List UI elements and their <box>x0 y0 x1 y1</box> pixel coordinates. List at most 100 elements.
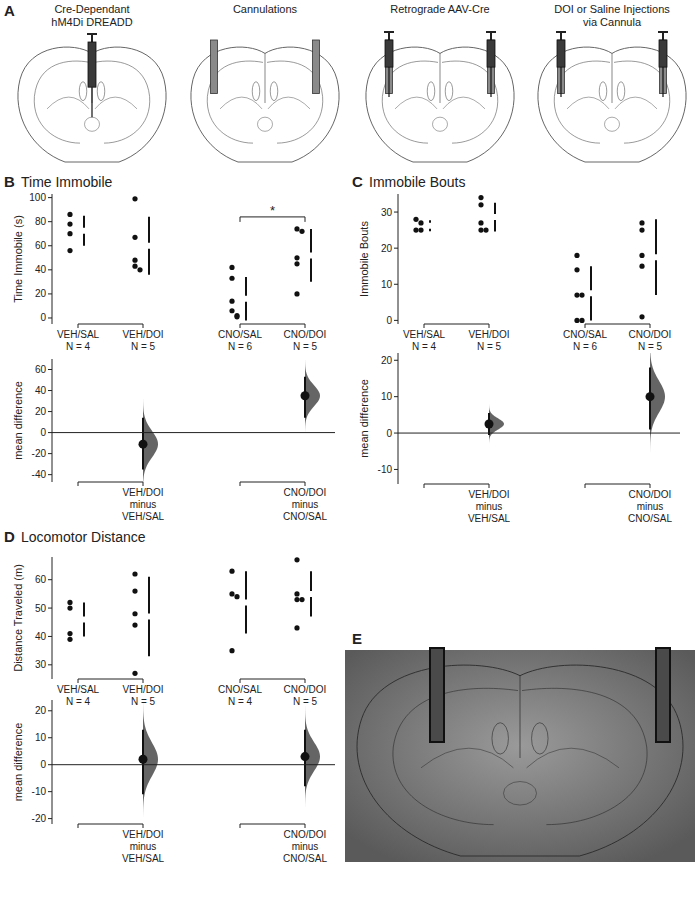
data-point <box>299 229 304 234</box>
ventricle <box>427 82 435 101</box>
data-point <box>67 631 72 636</box>
data-point <box>67 605 72 610</box>
hippocampus-line <box>395 97 437 109</box>
syringe-needle <box>490 67 491 97</box>
panel-letter: C <box>352 173 363 190</box>
figure: ACre-DependanthM4Di DREADDCannulationsRe… <box>0 0 700 898</box>
y-tick-label: 80 <box>35 216 47 227</box>
y-tick-label: -10 <box>378 464 393 475</box>
x-tick-label: VEH/DOI <box>468 489 509 500</box>
sd-upper <box>590 266 592 290</box>
x-tick-label: minus <box>292 499 319 510</box>
data-point <box>639 253 644 258</box>
mean-sd-bar <box>591 266 592 320</box>
plot-area <box>485 353 666 452</box>
y-tick-label: 20 <box>35 705 47 716</box>
step-label: Cre-Dependant <box>54 3 129 15</box>
y-axis-label: Time Immobile (s) <box>12 215 24 303</box>
sd-lower <box>310 597 312 617</box>
data-point <box>229 569 234 574</box>
y-axis <box>52 700 53 824</box>
ventricle <box>532 723 549 754</box>
x-tick-label: CNO/SAL <box>563 329 607 340</box>
panel-e: E <box>345 630 695 862</box>
x-tick <box>489 484 490 488</box>
x-tick <box>489 324 490 328</box>
syringe <box>556 32 566 97</box>
x-tick <box>78 679 79 683</box>
third-ventricle <box>258 117 273 131</box>
chart-title: Locomotor Distance <box>21 529 146 545</box>
cannula <box>313 40 320 94</box>
x-tick-label: CNO/DOI <box>629 489 672 500</box>
x-axis-segment <box>78 824 143 825</box>
hippocampus-line <box>421 748 513 768</box>
syringe-barrel <box>557 40 565 67</box>
syringe-plunger <box>560 32 562 40</box>
data-point <box>67 212 72 217</box>
panel-letter: B <box>4 173 15 190</box>
x-tick <box>78 324 79 328</box>
sd-upper <box>83 602 85 616</box>
data-point <box>574 253 579 258</box>
sd-upper <box>429 220 431 222</box>
x-tick <box>240 679 241 683</box>
x-tick <box>78 482 79 486</box>
x-axis-segment <box>585 324 650 325</box>
hippocampus-line <box>527 748 619 768</box>
data-point <box>639 220 644 225</box>
hippocampus-line <box>95 97 137 109</box>
n-label: N = 5 <box>293 341 318 352</box>
y-tick-label: 20 <box>381 243 393 254</box>
y-tick <box>48 636 52 637</box>
y-tick-label: 0 <box>40 427 46 438</box>
mean-sd-bar <box>311 571 312 616</box>
y-tick-label: 20 <box>35 288 47 299</box>
data-point <box>67 248 72 253</box>
ventricle <box>270 82 278 101</box>
data-point <box>132 571 137 576</box>
y-tick <box>48 369 52 370</box>
mean-sd-bar <box>311 229 312 282</box>
mean-sd-bar <box>84 602 85 636</box>
y-tick-label: 0 <box>40 759 46 770</box>
syringe-plunger <box>490 32 492 40</box>
x-tick-label: minus <box>476 501 503 512</box>
brain-outline <box>357 665 683 856</box>
syringe <box>658 32 668 97</box>
plot-area <box>139 702 321 818</box>
y-tick-label: 30 <box>381 207 393 218</box>
x-tick-label: minus <box>130 499 157 510</box>
chart: BTime Immobile020406080100Time Immobile … <box>4 173 326 352</box>
y-tick-label: 30 <box>35 659 47 670</box>
sd-upper <box>148 217 150 243</box>
x-tick-label: CNO/SAL <box>283 853 327 864</box>
x-tick-label: VEH/DOI <box>122 684 163 695</box>
sd-lower <box>83 622 85 636</box>
data-point <box>67 637 72 642</box>
x-axis-segment <box>240 482 305 483</box>
sd-upper <box>310 229 312 252</box>
x-tick-label: VEH/SAL <box>57 329 100 340</box>
y-tick <box>48 317 52 318</box>
y-tick-label: 0 <box>40 312 46 323</box>
data-point <box>132 622 137 627</box>
syringe-needle <box>560 67 561 97</box>
mean-difference-point <box>139 755 148 764</box>
x-tick <box>650 324 651 328</box>
x-tick-label: CNO/SAL <box>283 511 327 522</box>
y-tick <box>48 245 52 246</box>
x-tick <box>240 324 241 328</box>
data-point <box>579 293 584 298</box>
sd-lower <box>245 302 247 321</box>
x-tick <box>305 824 306 828</box>
y-tick <box>394 469 398 470</box>
x-axis-segment <box>78 324 143 325</box>
y-tick-label: 0 <box>386 428 392 439</box>
step-label: Retrograde AAV-Cre <box>390 3 489 15</box>
y-tick-label: -40 <box>32 469 47 480</box>
y-tick <box>48 579 52 580</box>
x-tick-label: CNO/DOI <box>284 329 327 340</box>
data-point <box>294 597 299 602</box>
y-tick <box>394 284 398 285</box>
